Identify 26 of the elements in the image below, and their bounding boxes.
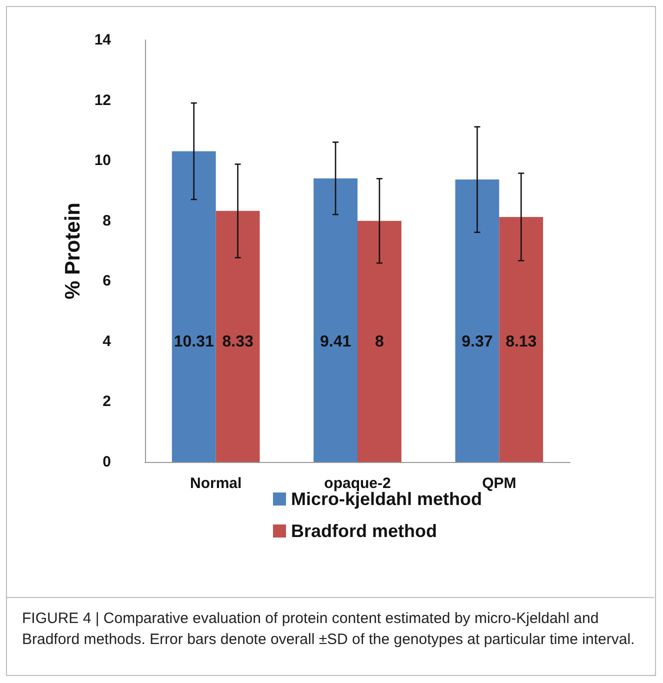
bar: [499, 216, 544, 462]
bar: [358, 220, 402, 462]
caption: FIGURE 4 | Comparative evaluation of protein content estimated by micro-Kjeldahl and Bradford methods. Error bars denote overall ±SD of the genotypes at particular time interval.: [22, 609, 636, 650]
y-tick-label: 6: [102, 272, 111, 290]
data-label: 10.31: [174, 334, 214, 350]
bar: [314, 178, 358, 462]
y-tick-label: 12: [94, 92, 111, 109]
y-tick-label: 8: [102, 212, 111, 230]
y-tick-label: 2: [102, 393, 111, 410]
data-label: 8.13: [506, 334, 537, 350]
bar: [172, 151, 216, 462]
y-tick-label: 0: [102, 454, 111, 470]
y-tick-label: 4: [102, 332, 112, 350]
y-axis-title: % Protein: [61, 202, 84, 300]
y-tick-label: 10: [94, 152, 111, 170]
x-tick-label: opaque-2: [324, 475, 391, 492]
y-tick-label: 14: [94, 32, 112, 48]
data-label: 8.33: [222, 334, 254, 350]
x-tick-label: Normal: [190, 475, 242, 492]
bar: [216, 210, 260, 462]
data-label: 9.41: [320, 334, 352, 350]
bar: [455, 180, 500, 462]
data-label: 8: [375, 334, 384, 350]
x-tick-label: QPM: [482, 475, 516, 492]
data-label: 9.37: [462, 334, 493, 350]
legend-label: Bradford method: [291, 521, 437, 541]
